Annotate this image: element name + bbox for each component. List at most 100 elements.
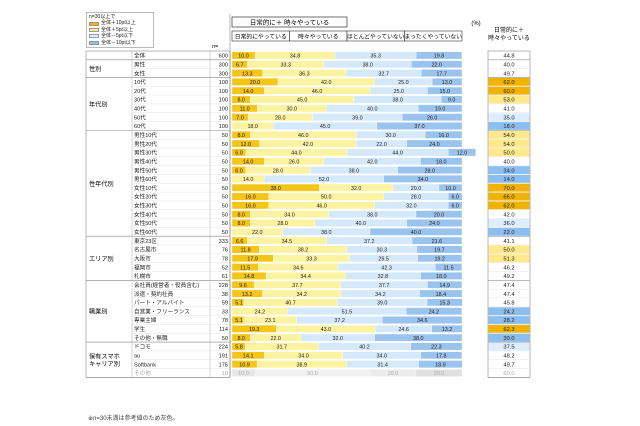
row-label: 専業主婦	[134, 316, 157, 324]
data-label: 6.0	[451, 204, 459, 210]
row-n: 50	[222, 133, 228, 139]
group-label: キャリア別	[89, 360, 120, 368]
row-n: 300	[219, 71, 228, 77]
total-value: 62.0	[503, 80, 514, 86]
group-label: 職業別	[89, 308, 108, 316]
data-label: 29.5	[378, 256, 389, 262]
group-header-label: 日常的に＋ 時々やっている	[250, 18, 329, 27]
total-cell	[488, 104, 530, 113]
data-label: 39.0	[352, 115, 363, 121]
bar-segment	[427, 86, 463, 95]
row-label: 20代	[134, 87, 146, 95]
data-label: 26.0	[427, 115, 438, 121]
legend-swatch	[89, 34, 99, 39]
row-label: 男性20代	[134, 140, 157, 148]
total-cell	[488, 86, 530, 95]
group-header-box	[231, 16, 348, 28]
data-label: 11.5	[240, 265, 250, 271]
data-label: 22.3	[431, 345, 442, 351]
row-label: 福岡市	[134, 263, 151, 271]
data-label: 25.0	[394, 89, 405, 95]
bar-segment	[417, 254, 462, 263]
total-value: 47.4	[503, 283, 515, 289]
row-label: 男性30代	[134, 149, 157, 157]
total-value: 46.2	[503, 265, 514, 271]
total-value: 42.0	[503, 212, 514, 218]
data-label: 40.0	[367, 107, 378, 113]
series-header-label: まったくやっていない	[405, 33, 463, 41]
data-label: 28.0	[277, 221, 288, 227]
data-label: 32.7	[378, 71, 389, 77]
row-n: 600	[219, 54, 228, 60]
row-n: 224	[219, 345, 228, 351]
total-cell	[488, 298, 530, 307]
data-label: 19.2	[434, 256, 445, 262]
data-label: 40.0	[356, 221, 367, 227]
bar-segment	[418, 360, 463, 368]
data-label: 13.2	[242, 292, 253, 298]
row-n: 50	[222, 151, 228, 157]
legend-swatch	[89, 40, 99, 45]
data-label: 40.7	[285, 301, 296, 307]
total-cell	[488, 210, 530, 219]
data-label: 34.0	[298, 353, 309, 359]
total-value: 66.0	[503, 195, 514, 201]
legend-item: 全体＋5pt以上	[89, 27, 151, 33]
data-label: 38.0	[270, 186, 281, 192]
bar-segment	[438, 183, 463, 192]
row-n: 50	[222, 159, 228, 165]
data-label: 32.8	[378, 274, 389, 280]
data-label: 32.0	[351, 186, 362, 192]
total-cell	[488, 95, 530, 104]
row-n: 50	[222, 221, 228, 227]
data-label: 38.0	[367, 212, 378, 218]
percent-unit: (%)	[471, 21, 480, 27]
bar-segment	[441, 95, 463, 104]
data-label: 46.0	[298, 133, 309, 139]
data-label: 16.0	[438, 133, 449, 139]
total-cell	[488, 316, 530, 324]
total-cell	[488, 174, 530, 183]
total-value: 45.8	[503, 301, 514, 307]
legend-label: 全体＋5pt以上	[101, 26, 133, 33]
total-value: 35.0	[503, 115, 514, 121]
bar-segment	[382, 316, 463, 324]
bar-segment	[397, 166, 463, 174]
bar-segment	[420, 272, 463, 280]
data-label: 6.0	[235, 151, 243, 157]
bar-segment	[418, 104, 463, 113]
legend-item: 全体－10pt以下	[89, 40, 151, 46]
bar-segment	[425, 131, 463, 139]
legend-swatch	[89, 28, 99, 33]
data-label: 24.2	[429, 309, 440, 315]
legend: n=30以上で 全体＋10pt以上 全体＋5pt以上 全体－5pt以下 全体－1…	[86, 12, 154, 49]
data-label: 13.3	[242, 71, 253, 77]
row-label: 学生	[134, 325, 146, 333]
data-label: 42.3	[381, 265, 392, 271]
data-label: 19.7	[434, 248, 445, 254]
data-label: 14.9	[439, 283, 450, 289]
row-label: パート・アルバイト	[134, 300, 184, 307]
data-label: 5.1	[235, 318, 243, 324]
group-label: 保有スマホ	[89, 352, 120, 360]
data-label: 20.0	[411, 186, 422, 192]
data-label: 14.8	[244, 274, 255, 280]
total-cell	[488, 183, 530, 192]
data-label: 19.3	[249, 327, 260, 333]
total-cell	[488, 245, 530, 254]
series-header-label: 時々やっている	[298, 33, 338, 41]
data-label: 38.0	[392, 98, 403, 104]
total-value: 54.0	[503, 133, 514, 139]
total-value: 47.4	[503, 292, 515, 298]
row-n: 52	[222, 265, 228, 271]
total-cell	[488, 113, 530, 122]
row-n: 50	[222, 177, 228, 183]
bar-segment	[374, 333, 463, 342]
group-label: 年代別	[89, 100, 108, 108]
total-value: 36.0	[503, 221, 514, 227]
data-label: 46.0	[316, 204, 327, 210]
data-label: 6.6	[236, 239, 244, 245]
row-label: 会社員(経営者・役員含む)	[134, 281, 199, 289]
row-label: 東京23区	[134, 237, 157, 245]
